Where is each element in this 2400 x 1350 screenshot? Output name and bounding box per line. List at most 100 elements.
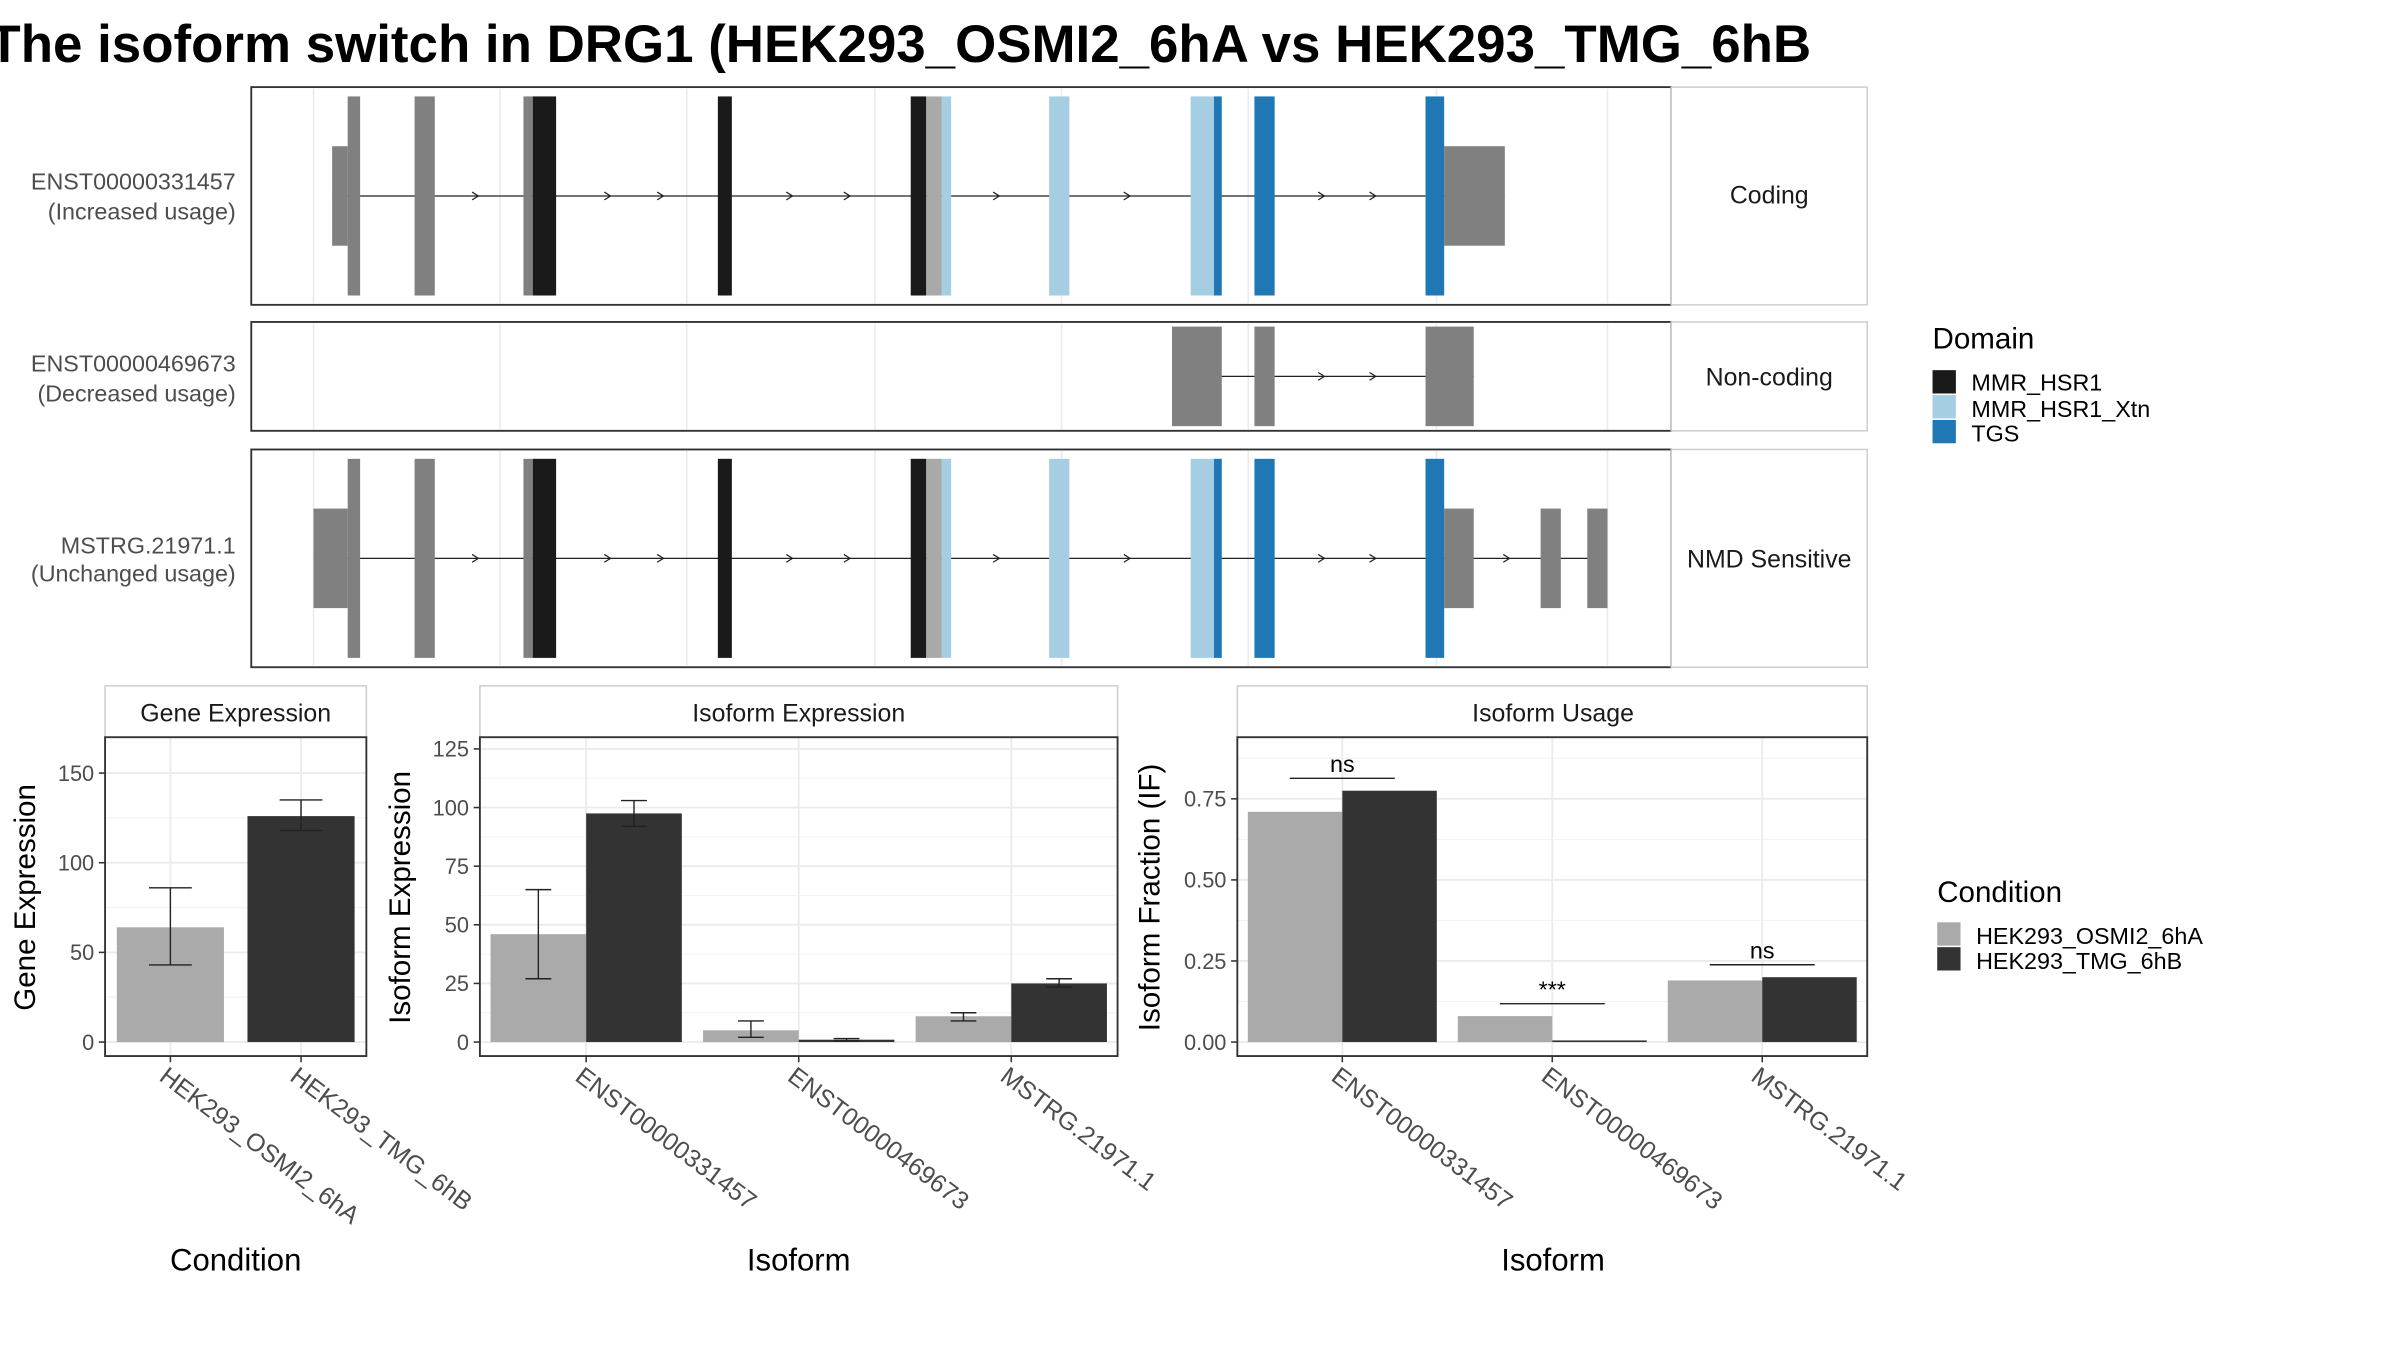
isoform-expression-xlabel: Isoform [747,1243,851,1278]
domain-mmr-hsr1-xtn [1190,458,1214,658]
domain-tgs [1213,458,1222,658]
isoform-expression-ylabel: Isoform Expression [384,771,417,1024]
isoform-1-category: Coding [1730,182,1809,210]
bar [1457,1016,1553,1043]
gene-expression-strip [104,685,368,738]
domain-mmr-hsr1 [910,96,927,296]
x-tick-label: MSTRG.21971.1 [1746,1062,1912,1197]
strand-arrow [656,553,665,563]
strand-arrow [843,553,852,563]
exon [1587,508,1608,609]
exon [414,458,435,658]
legend-label-mmr-hsr1: MMR_HSR1 [1971,369,2102,395]
strand-arrow [1369,191,1377,201]
isoform-2-usage: (Decreased usage) [37,380,235,406]
isoform-1-usage: (Increased usage) [48,198,236,224]
exon [1254,326,1275,427]
domain-mmr-hsr1-xtn [941,458,952,658]
y-tick-label: 0 [457,1030,469,1055]
strand-arrow [656,191,665,201]
y-tick-label: 0.25 [1184,949,1226,974]
isoform-expression-panel-border [478,736,1119,1057]
y-tick-label: 0.00 [1184,1030,1226,1055]
transcript-structures [312,88,1609,666]
bar [1552,1040,1647,1043]
isoform-2-id: ENST00000469673 [31,351,236,377]
isoform-1-id: ENST00000331457 [31,169,236,195]
x-tick-label: ENST00000331457 [570,1062,761,1216]
exon [1444,146,1505,246]
bar [586,813,682,1043]
isoform-usage-xlabel: Isoform [1501,1243,1605,1278]
legend-label-tgs: TGS [1971,421,2019,447]
domain-mmr-hsr1-xtn [1190,96,1214,296]
isoform-usage-title: Isoform Usage [1472,700,1634,728]
strand-arrow [1317,371,1326,381]
strand-arrow [1502,553,1511,563]
legend-label-mmr-hsr1-xtn: MMR_HSR1_Xtn [1971,396,2150,422]
strand-arrow [1317,553,1326,563]
domain-mmr-hsr1-xtn [1049,96,1070,296]
domain-mmr-hsr1 [717,96,732,296]
strand-arrow [992,191,1001,201]
strand-arrow [603,191,612,201]
x-tick-label: ENST00000469673 [783,1062,974,1216]
domain-tgs [1425,458,1445,658]
strand-arrow [785,191,794,201]
condition-legend-title: Condition [1937,876,2062,909]
isoform-3-usage: (Unchanged usage) [31,561,236,587]
significance-label: ns [1330,751,1355,777]
y-tick-label: 25 [445,971,469,996]
strip-nmd-sensitive [1670,448,1869,669]
domain-tgs [1425,96,1445,296]
isoform-usage-strip [1236,685,1869,738]
exon [523,96,533,296]
exon [926,96,942,296]
significance-label: ns [1750,938,1775,964]
legend-key-mmr-hsr1-xtn [1932,395,1956,419]
legend-key-tmg [1937,947,1961,971]
exon [347,458,361,658]
isoform-usage-ylabel: Isoform Fraction (IF) [1134,764,1167,1032]
exon [313,508,348,609]
strand-arrow [992,553,1001,563]
isoform-expression-chart: Isoform Expression 0 25 50 75 100 125 ENST0000… [384,685,1161,1278]
condition-legend: Condition HEK293_OSMI2_6hA HEK293_TMG_6h… [1937,876,2203,974]
strand-arrow [1369,371,1377,381]
legend-label-tmg: HEK293_TMG_6hB [1976,948,2182,974]
exon [1172,326,1222,427]
bar [1342,790,1437,1043]
domain-mmr-hsr1 [717,458,732,658]
exon [1425,326,1474,427]
gene-expression-ylabel: Gene Expression [9,784,42,1011]
exon [332,146,348,246]
significance-label: *** [1539,976,1566,1002]
strand-arrow [1369,553,1377,563]
strand-arrow [471,553,480,563]
y-tick-label: 0 [82,1030,94,1055]
legend-key-tgs [1932,419,1956,444]
figure-title: The isoform switch in DRG1 (HEK293_OSMI2… [0,15,1811,74]
legend-key-mmr-hsr1 [1932,370,1956,394]
exon [523,458,533,658]
domain-tgs [1254,458,1275,658]
bar [1011,983,1107,1043]
y-tick-label: 150 [58,761,94,786]
strip-coding [1670,86,1869,306]
x-tick-label: ENST00000331457 [1326,1062,1517,1216]
domain-tgs [1254,96,1275,296]
exon [926,458,942,658]
isoform-expression-strip [479,685,1119,738]
isoform-2-category: Non-coding [1706,364,1833,392]
legend-key-osmi2 [1937,922,1961,946]
strand-arrow [471,191,480,201]
bar [1667,980,1763,1043]
y-tick-label: 0.50 [1184,868,1226,893]
strand-arrow [603,553,612,563]
bar [1247,811,1343,1043]
y-tick-label: 50 [70,940,94,965]
exon [1540,508,1561,609]
strand-arrow [1317,191,1326,201]
x-tick-label: ENST00000469673 [1536,1062,1727,1216]
